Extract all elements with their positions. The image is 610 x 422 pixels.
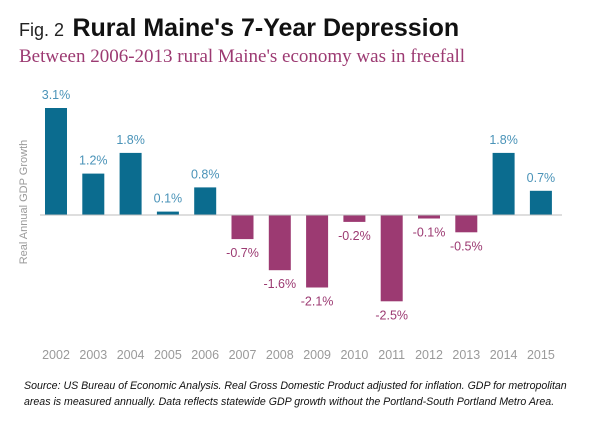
x-tick-2007: 2007 [229, 348, 257, 362]
bar-2014 [492, 152, 515, 215]
x-tick-2013: 2013 [452, 348, 480, 362]
bar-2004 [119, 152, 142, 215]
chart-heading: Fig. 2 Rural Maine's 7-Year Depression [19, 14, 459, 43]
bar-2008 [268, 215, 291, 271]
bar-2012 [418, 215, 440, 219]
x-tick-2008: 2008 [266, 348, 294, 362]
bar-2003 [82, 173, 105, 215]
data-label-2004: 1.8% [116, 133, 145, 147]
bar-2013 [455, 215, 478, 233]
x-tick-labels-group: 2002 2003 2004 2005 2006 2007 2008 2009 2010 2011… [42, 348, 555, 362]
bar-2010 [343, 215, 366, 222]
data-label-2009: -2.1% [301, 294, 334, 308]
chart-subtitle: Between 2006-2013 rural Maine's economy … [19, 46, 466, 67]
data-label-2008: -1.6% [263, 277, 296, 291]
figure-number: Fig. 2 [19, 20, 65, 40]
data-label-2006: 0.8% [191, 167, 220, 181]
x-tick-2012: 2012 [415, 348, 443, 362]
source-note: Source: US Bureau of Economic Analysis. … [24, 380, 567, 408]
data-label-2014: 1.8% [489, 133, 518, 147]
data-label-2007: -0.7% [226, 246, 259, 260]
bars-group [45, 108, 552, 302]
data-label-2002: 3.1% [42, 88, 71, 102]
data-label-2005: 0.1% [154, 192, 183, 206]
data-label-2015: 0.7% [527, 171, 556, 185]
data-label-2012: -0.1% [413, 225, 446, 239]
x-tick-2009: 2009 [303, 348, 331, 362]
data-label-2011: -2.5% [375, 308, 408, 322]
data-label-2010: -0.2% [338, 229, 371, 243]
bar-2011 [380, 215, 403, 302]
gdp-growth-bar-chart: 3.1% 1.2% 1.8% 0.1% 0.8% -0.7% -1.6% -2.1% -0.2%… [18, 88, 562, 362]
bar-2007 [231, 215, 254, 240]
bar-2009 [306, 215, 329, 288]
bar-2005 [156, 211, 179, 216]
bar-2015 [529, 190, 552, 215]
chart-title: Rural Maine's 7-Year Depression [72, 14, 460, 42]
data-labels-group: 3.1% 1.2% 1.8% 0.1% 0.8% -0.7% -1.6% -2.1% -0.2%… [42, 88, 555, 322]
bar-2006 [194, 187, 217, 215]
x-tick-2006: 2006 [191, 348, 219, 362]
x-tick-2011: 2011 [378, 348, 405, 362]
x-tick-2015: 2015 [527, 348, 555, 362]
data-label-2013: -0.5% [450, 239, 483, 253]
x-tick-2002: 2002 [42, 348, 70, 362]
x-tick-2010: 2010 [340, 348, 368, 362]
x-tick-2004: 2004 [117, 348, 145, 362]
bar-2002 [45, 108, 67, 215]
y-axis-label: Real Annual GDP Growth [18, 140, 30, 265]
data-label-2003: 1.2% [79, 154, 108, 168]
x-tick-2005: 2005 [154, 348, 182, 362]
x-tick-2014: 2014 [490, 348, 518, 362]
x-tick-2003: 2003 [79, 348, 107, 362]
